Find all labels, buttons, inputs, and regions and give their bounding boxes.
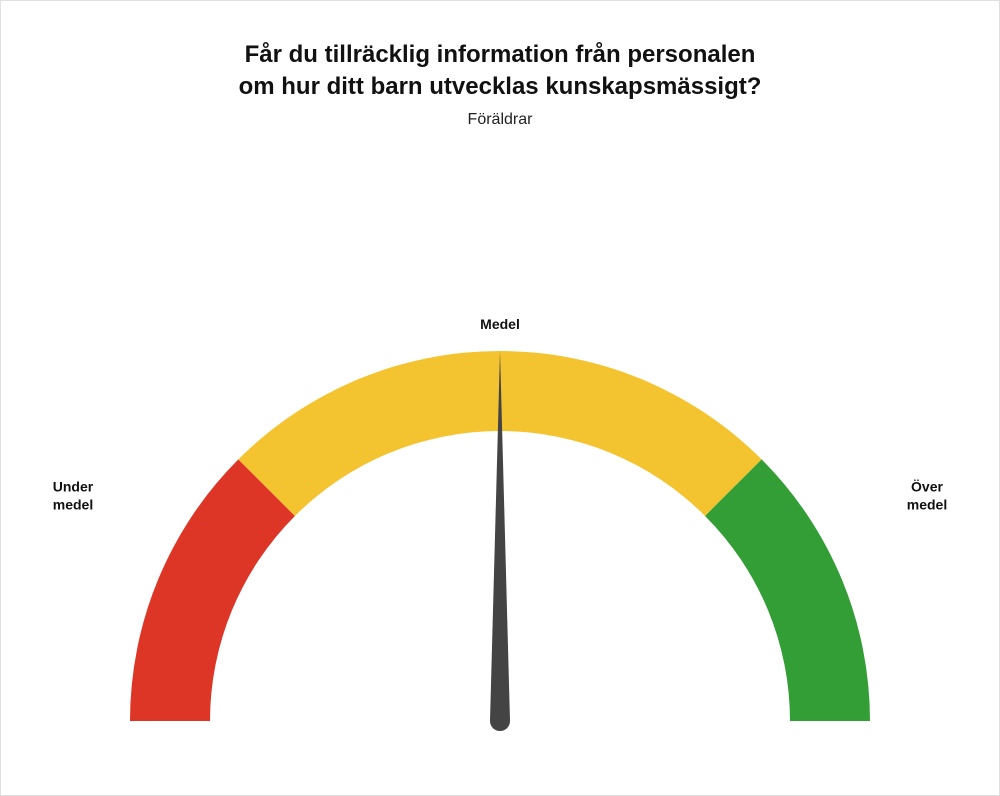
gauge-segment-0 (130, 459, 295, 721)
chart-card: Får du tillräcklig information från pers… (0, 0, 1000, 796)
gauge-container: Undermedel Övermedel Medel (1, 161, 999, 795)
gauge-needle-hub (490, 711, 510, 731)
gauge-chart: Undermedel Övermedel Medel (20, 161, 980, 781)
chart-subtitle: Föräldrar (1, 111, 999, 129)
chart-title: Får du tillräcklig information från pers… (1, 39, 999, 104)
label-under-medel: Undermedel (53, 479, 94, 513)
label-medel: Medel (480, 316, 520, 332)
gauge-segment-2 (705, 459, 870, 721)
title-line-1: Får du tillräcklig information från pers… (245, 41, 756, 68)
title-line-2: om hur ditt barn utvecklas kunskapsmässi… (239, 73, 762, 100)
label-over-medel: Övermedel (907, 479, 947, 513)
